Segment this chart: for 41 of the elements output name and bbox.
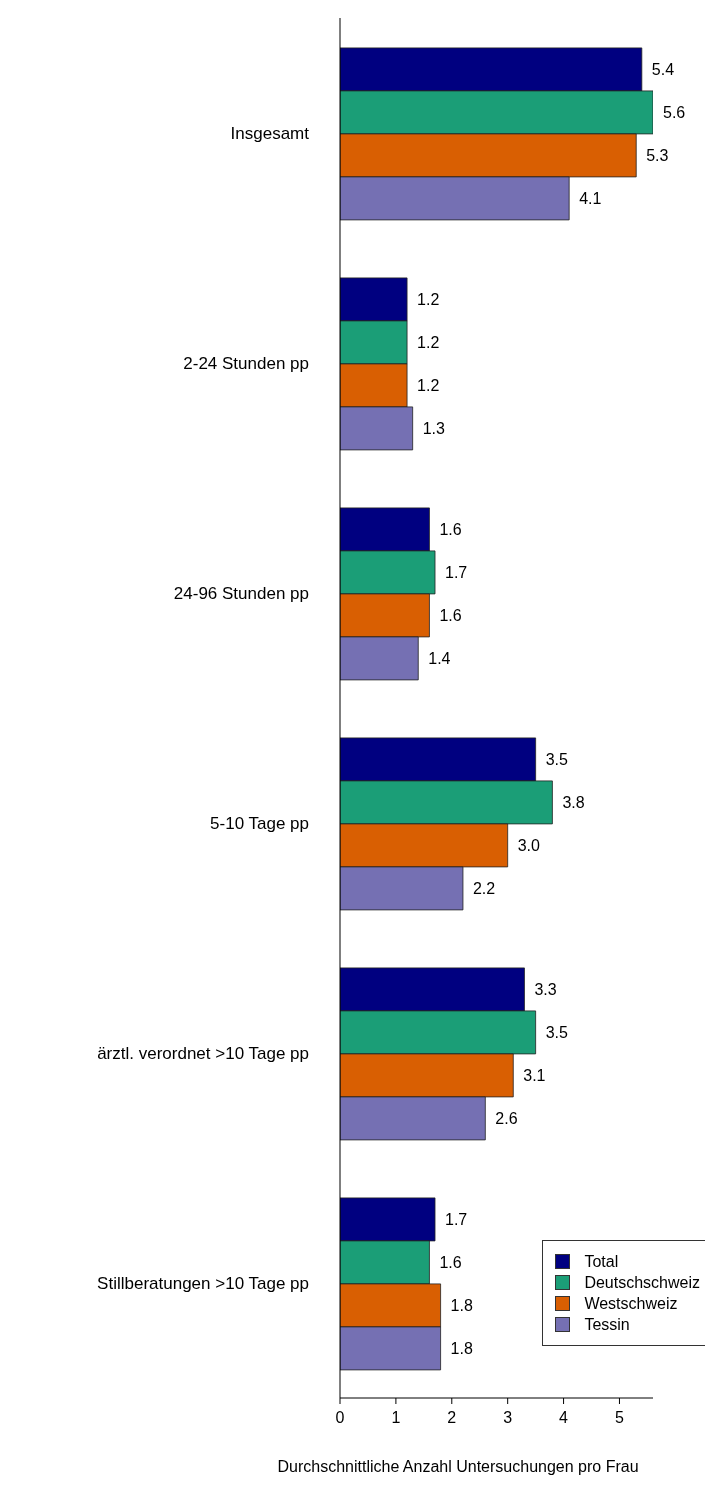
legend-label: Westschweiz	[584, 1294, 678, 1314]
legend-label: Total	[584, 1252, 619, 1272]
data-label: 5.4	[651, 60, 675, 78]
data-label: 1.6	[439, 606, 462, 624]
data-label: 1.8	[450, 1296, 473, 1314]
data-label: 5.6	[663, 103, 686, 121]
data-label: 1.4	[428, 649, 451, 667]
data-label: 2.2	[472, 879, 496, 897]
x-tick-label: 2	[447, 1409, 457, 1427]
x-axis-title: Durchschnittliche Anzahl Untersuchungen pro Frau	[276, 1458, 640, 1476]
data-label: 1.7	[445, 1210, 468, 1228]
legend-label: Deutschschweiz	[584, 1273, 700, 1293]
data-label: 1.6	[439, 1253, 462, 1271]
x-tick-label: 3	[503, 1409, 513, 1427]
data-label: 3.5	[545, 750, 568, 768]
data-label: 2.6	[495, 1109, 518, 1127]
x-tick-label: 1	[391, 1409, 401, 1427]
y-tick-label: Stillberatungen >10 Tage pp	[97, 1274, 309, 1294]
data-label: 4.1	[579, 189, 602, 207]
y-tick-label: ärztl. verordnet >10 Tage pp	[97, 1044, 309, 1064]
data-label: 1.7	[445, 563, 468, 581]
data-label: 5.3	[646, 146, 669, 164]
data-label: 3.0	[517, 836, 541, 854]
x-tick-label: 0	[335, 1409, 345, 1427]
data-label: 1.2	[417, 290, 440, 308]
data-label: 3.5	[545, 1023, 568, 1041]
legend-label: Tessin	[584, 1315, 630, 1335]
data-label: 3.1	[523, 1066, 546, 1084]
data-label: 1.8	[450, 1339, 473, 1357]
data-label: 1.6	[439, 520, 462, 538]
x-tick-label: 5	[615, 1409, 625, 1427]
data-label: 3.3	[534, 980, 557, 998]
data-label: 1.3	[422, 419, 445, 437]
y-tick-label: 24-96 Stunden pp	[173, 584, 309, 604]
y-tick-label: Insgesamt	[230, 124, 310, 144]
data-label: 3.8	[562, 793, 585, 811]
data-label: 1.2	[417, 333, 440, 351]
y-tick-label: 2-24 Stunden pp	[183, 354, 309, 374]
x-tick-label: 4	[559, 1409, 569, 1427]
y-tick-label: 5-10 Tage pp	[210, 814, 309, 834]
data-label: 1.2	[417, 376, 440, 394]
